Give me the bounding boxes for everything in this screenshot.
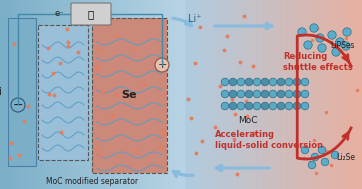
Circle shape: [321, 158, 329, 166]
Circle shape: [343, 28, 351, 36]
Circle shape: [229, 102, 237, 110]
Circle shape: [301, 146, 309, 154]
Circle shape: [293, 90, 301, 98]
Text: e⁻: e⁻: [54, 9, 64, 19]
Circle shape: [221, 102, 229, 110]
Circle shape: [221, 78, 229, 86]
Bar: [8, 18, 36, 166]
Circle shape: [261, 78, 269, 86]
Circle shape: [308, 161, 316, 169]
Text: Accelerating
liquid-solid conversion: Accelerating liquid-solid conversion: [215, 130, 323, 150]
Circle shape: [301, 90, 309, 98]
Circle shape: [285, 102, 293, 110]
Circle shape: [301, 78, 309, 86]
Circle shape: [269, 102, 277, 110]
Circle shape: [331, 151, 339, 159]
Circle shape: [253, 78, 261, 86]
Text: Li₂Se: Li₂Se: [336, 153, 355, 163]
Circle shape: [229, 90, 237, 98]
Circle shape: [336, 38, 344, 46]
Circle shape: [332, 48, 340, 56]
Circle shape: [293, 78, 301, 86]
Circle shape: [11, 98, 25, 112]
Circle shape: [311, 153, 319, 161]
Circle shape: [316, 34, 324, 42]
Text: Li⁺: Li⁺: [188, 14, 202, 24]
Circle shape: [237, 102, 245, 110]
Circle shape: [285, 90, 293, 98]
Text: MoC: MoC: [238, 116, 258, 125]
Text: LiPSes: LiPSes: [331, 42, 355, 50]
Circle shape: [318, 146, 326, 154]
Circle shape: [342, 42, 350, 50]
Circle shape: [269, 90, 277, 98]
Circle shape: [237, 78, 245, 86]
Bar: [38, 25, 88, 160]
Text: Reducing
shuttle effects: Reducing shuttle effects: [283, 52, 353, 72]
Circle shape: [261, 90, 269, 98]
Circle shape: [293, 102, 301, 110]
Text: −: −: [13, 98, 23, 112]
Circle shape: [301, 102, 309, 110]
Circle shape: [155, 58, 169, 72]
Circle shape: [269, 78, 277, 86]
Circle shape: [245, 78, 253, 86]
Circle shape: [310, 24, 318, 32]
Circle shape: [245, 90, 253, 98]
Text: +: +: [157, 60, 167, 70]
Circle shape: [261, 102, 269, 110]
Text: Li: Li: [0, 87, 2, 97]
Text: 🚗: 🚗: [88, 9, 94, 19]
Bar: [92, 18, 167, 173]
Bar: [92, 18, 167, 173]
Circle shape: [318, 44, 326, 52]
Text: Se: Se: [122, 91, 137, 101]
Circle shape: [229, 78, 237, 86]
Circle shape: [298, 28, 306, 36]
Circle shape: [277, 78, 285, 86]
Bar: [38, 25, 88, 160]
Circle shape: [277, 90, 285, 98]
Circle shape: [304, 41, 312, 49]
Circle shape: [285, 78, 293, 86]
Circle shape: [221, 90, 229, 98]
Circle shape: [328, 31, 336, 39]
Circle shape: [237, 90, 245, 98]
Text: MoC modified separator: MoC modified separator: [46, 177, 138, 186]
Circle shape: [253, 102, 261, 110]
Circle shape: [253, 90, 261, 98]
Circle shape: [245, 102, 253, 110]
Circle shape: [277, 102, 285, 110]
FancyBboxPatch shape: [71, 3, 111, 25]
